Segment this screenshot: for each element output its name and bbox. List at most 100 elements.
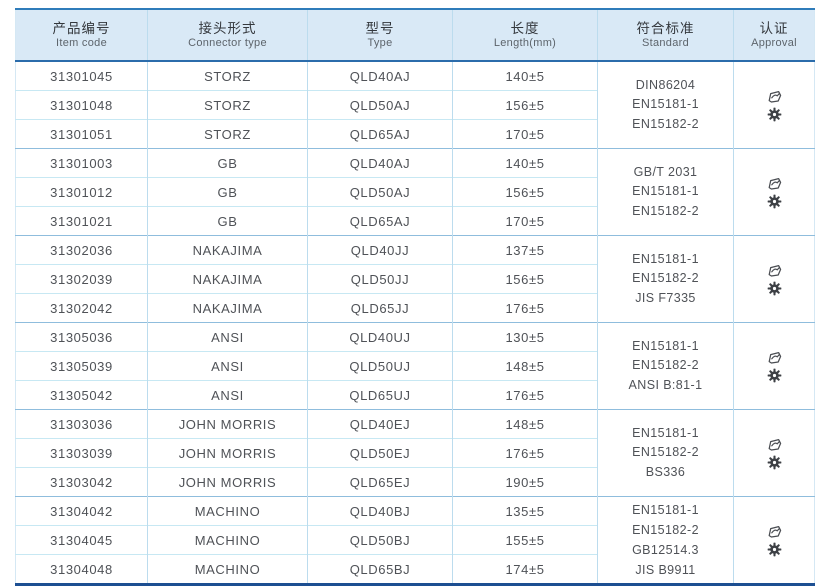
cell-approval — [733, 409, 815, 497]
gear-seal-icon — [766, 368, 783, 383]
cell-standards: DIN86204 EN15181-1 EN15182-2 — [597, 61, 734, 149]
stamp-logo-icon — [766, 89, 783, 104]
cell-item-code: 31301048 — [15, 90, 148, 120]
cell-item-code: 31302039 — [15, 264, 148, 294]
cell-connector-type: NAKAJIMA — [147, 235, 308, 265]
cell-connector-type: MACHINO — [147, 525, 308, 555]
cell-approval — [733, 148, 815, 236]
header-type: 型号 Type — [307, 9, 453, 62]
cell-length: 140±5 — [452, 148, 598, 178]
cell-length: 176±5 — [452, 380, 598, 410]
cell-approval — [733, 235, 815, 323]
standard-line: EN15182-2 — [632, 445, 699, 460]
standard-line: EN15181-1 — [632, 338, 699, 353]
gear-seal-icon — [766, 455, 783, 470]
table-header: 产品编号 Item code 接头形式 Connector type 型号 Ty… — [15, 9, 815, 62]
table-body: 31301045 STORZ QLD40AJ 140±5 DIN86204 EN… — [15, 61, 815, 585]
table-row: 31301012 GB QLD50AJ 156±5 — [15, 177, 815, 207]
cell-item-code: 31303042 — [15, 467, 148, 497]
cell-length: 137±5 — [452, 235, 598, 265]
cell-connector-type: GB — [147, 206, 308, 236]
cell-type: QLD40EJ — [307, 409, 453, 439]
cell-item-code: 31301045 — [50, 68, 113, 84]
header-length-en: Length(mm) — [493, 37, 557, 49]
cell-length: 156±5 — [452, 90, 598, 120]
cell-type: QLD50BJ — [307, 525, 453, 555]
cell-length: 156±5 — [452, 264, 598, 294]
cell-connector-type: MACHINO — [147, 554, 308, 585]
cell-connector-type: STORZ — [147, 90, 308, 120]
cell-length: 156±5 — [452, 177, 598, 207]
cell-connector-type: GB — [147, 177, 308, 207]
gear-seal-icon — [766, 542, 783, 557]
table-row: 31302036 NAKAJIMA QLD40JJ 137±5 EN15181-… — [15, 235, 815, 323]
cell-standards: EN15181-1 EN15182-2 GB12514.3 JIS B9911 — [597, 496, 734, 585]
standard-line: ANSI B:81-1 — [628, 377, 703, 392]
cell-approval — [733, 61, 815, 149]
cell-type: QLD50UJ — [307, 351, 453, 381]
cell-length: 140±5 — [452, 61, 598, 91]
cell-connector-type: ANSI — [147, 322, 308, 352]
cell-connector-type: STORZ — [147, 119, 308, 149]
table-row: 31303042 JOHN MORRIS QLD65EJ 190±5 — [15, 467, 815, 497]
cell-length: 176±5 — [452, 293, 598, 323]
cell-connector-type: ANSI — [147, 380, 308, 410]
cell-length: 190±5 — [452, 467, 598, 497]
header-item-code-zh: 产品编号 — [52, 21, 111, 36]
cell-length: 176±5 — [452, 438, 598, 468]
cell-type: QLD65BJ — [307, 554, 453, 585]
stamp-logo-icon — [766, 524, 783, 539]
stamp-logo-icon — [766, 437, 783, 452]
header-length: 长度 Length(mm) — [452, 9, 598, 62]
header-item-code: 产品编号 Item code — [15, 9, 148, 62]
cell-item-code: 31303036 — [15, 409, 148, 439]
header-standard: 符合标准 Standard — [597, 9, 734, 62]
cell-standards: GB/T 2031 EN15181-1 EN15182-2 — [597, 148, 734, 236]
cell-connector-type: NAKAJIMA — [147, 264, 308, 294]
gear-seal-icon — [766, 281, 783, 296]
cell-connector-type: GB — [147, 148, 308, 178]
cell-length: 148±5 — [452, 351, 598, 381]
cell-connector-type: NAKAJIMA — [147, 293, 308, 323]
standard-line: EN15181-1 — [632, 184, 699, 199]
cell-type: QLD50JJ — [307, 264, 453, 294]
cell-connector-type: STORZ — [147, 61, 308, 91]
cell-connector-type: ANSI — [147, 351, 308, 381]
cell-type: QLD40BJ — [307, 496, 453, 526]
standard-line: GB/T 2031 — [633, 164, 698, 179]
header-type-en: Type — [367, 37, 393, 49]
cell-type: QLD65UJ — [307, 380, 453, 410]
standard-line: EN15181-1 — [632, 251, 699, 266]
standard-line: DIN86204 — [635, 77, 696, 92]
cell-item-code: 31301003 — [15, 148, 148, 178]
standard-line: EN15181-1 — [632, 503, 699, 517]
gear-seal-icon — [766, 107, 783, 122]
cell-type: QLD40AJ — [307, 61, 453, 91]
cell-type: QLD65EJ — [307, 467, 453, 497]
cell-item-code: 31301021 — [15, 206, 148, 236]
table-row: 31301051 STORZ QLD65AJ 170±5 — [15, 119, 815, 149]
cell-approval — [733, 322, 815, 410]
cell-type: QLD50AJ — [307, 90, 453, 120]
standard-line: EN15181-1 — [632, 97, 699, 112]
standard-line: EN15181-1 — [632, 425, 699, 440]
catalog-table-container: 产品编号 Item code 接头形式 Connector type 型号 Ty… — [15, 8, 815, 586]
standard-line: EN15182-2 — [632, 116, 699, 131]
cell-type: QLD40UJ — [307, 322, 453, 352]
cell-length: 170±5 — [452, 119, 598, 149]
header-connector-type-en: Connector type — [188, 37, 267, 49]
header-type-zh: 型号 — [365, 21, 395, 36]
cell-connector-type: JOHN MORRIS — [147, 438, 308, 468]
cell-item-code: 31301051 — [15, 119, 148, 149]
table-row: 31305042 ANSI QLD65UJ 176±5 — [15, 380, 815, 410]
header-standard-zh: 符合标准 — [636, 21, 695, 36]
header-approval-en: Approval — [751, 37, 797, 49]
header-standard-en: Standard — [641, 37, 690, 49]
cell-item-code: 31304042 — [15, 496, 148, 526]
cell-connector-type: JOHN MORRIS — [147, 467, 308, 497]
cell-standards: EN15181-1 EN15182-2 JIS F7335 — [597, 235, 734, 323]
stamp-logo-icon — [766, 350, 783, 365]
cell-standards: EN15181-1 EN15182-2 ANSI B:81-1 — [597, 322, 734, 410]
gear-seal-icon — [766, 194, 783, 209]
cell-type: QLD65JJ — [307, 293, 453, 323]
